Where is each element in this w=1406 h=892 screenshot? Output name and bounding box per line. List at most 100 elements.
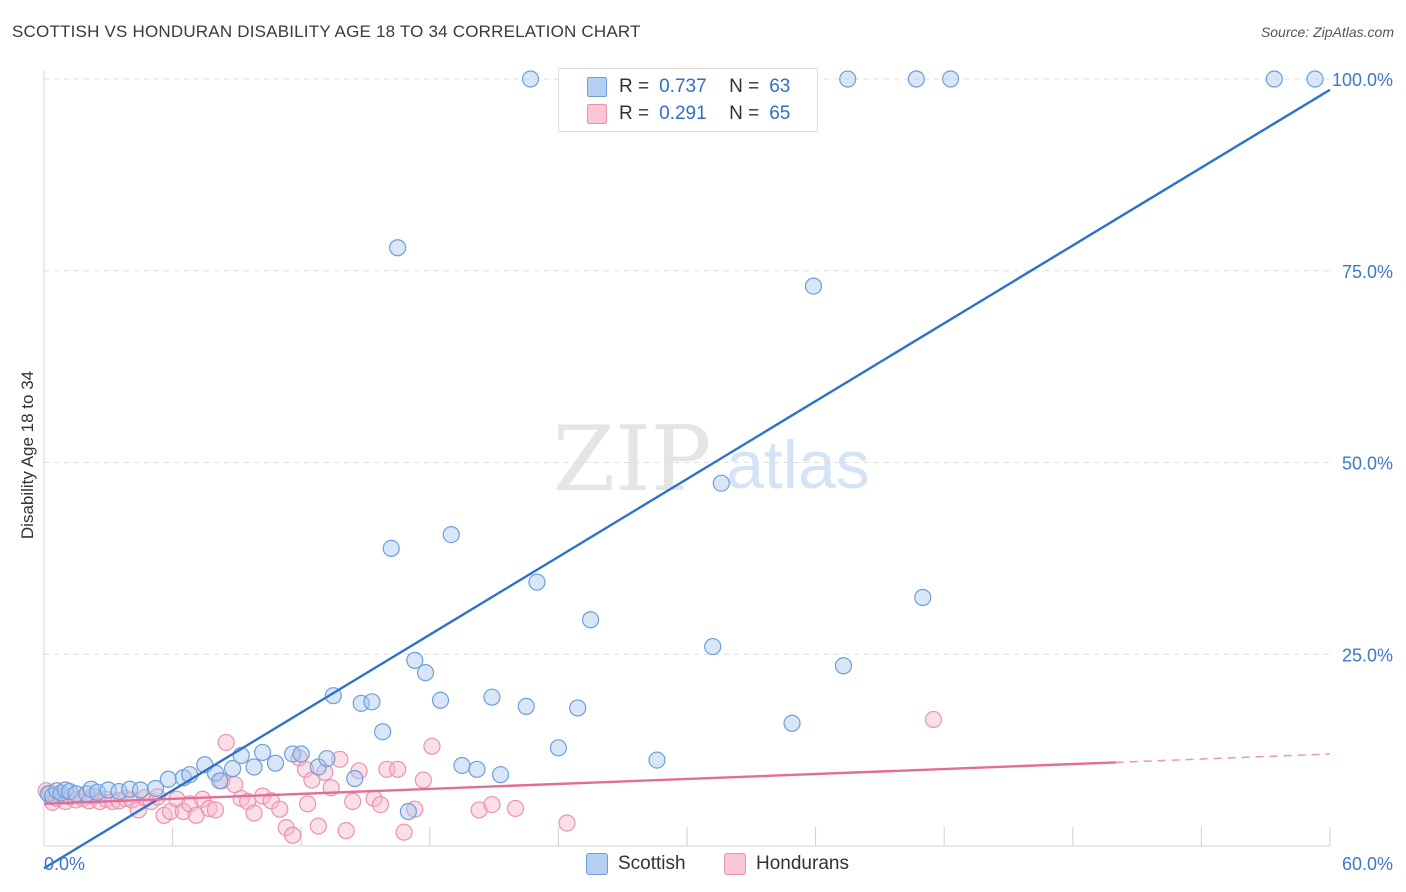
watermark-atlas: atlas [726, 427, 870, 503]
legend-r-value: 0.737 [659, 76, 707, 97]
chart-title: SCOTTISH VS HONDURAN DISABILITY AGE 18 T… [12, 22, 641, 41]
hondurans-point [271, 800, 289, 818]
hondurans-point [423, 737, 441, 755]
hondurans-point [344, 792, 362, 811]
scottish-point [468, 760, 486, 778]
hondurans-point [389, 760, 407, 778]
hondurans-point [414, 771, 432, 789]
hondurans-trend-extension [1115, 753, 1331, 764]
scottish-point [363, 693, 381, 711]
scottish-point [521, 70, 540, 88]
scottish-point [99, 781, 117, 799]
legend-n-value: 63 [769, 76, 791, 97]
legend-n-label: N = [729, 103, 760, 124]
scottish-point [416, 664, 435, 682]
scottish-point [581, 611, 600, 629]
axes [43, 70, 1331, 847]
scottish-point [254, 743, 272, 762]
hondurans-point [200, 799, 218, 818]
hondurans-point [470, 801, 488, 819]
scottish-points [39, 70, 1324, 821]
hondurans-point [299, 795, 317, 813]
hondurans-point [309, 817, 327, 835]
scottish-point [453, 756, 471, 775]
hondurans-point [506, 799, 525, 818]
scottish-point [907, 70, 925, 88]
grid [44, 78, 1330, 655]
scottish-point [352, 694, 370, 712]
hondurans-point [217, 733, 235, 752]
scottish-point [346, 769, 364, 788]
scottish-point [704, 637, 722, 656]
scottish-point [549, 739, 568, 757]
hondurans-point [284, 826, 302, 844]
hondurans-swatch [587, 104, 607, 124]
y-tick-label: 25.0% [1342, 645, 1393, 665]
scottish-point [942, 70, 960, 88]
x-tick-label: 0.0% [44, 854, 85, 874]
hondurans-legend-label: Hondurans [756, 853, 849, 874]
scottish-point [406, 651, 424, 669]
scottish-point [389, 239, 407, 257]
scottish-point [483, 688, 501, 706]
scottish-point [131, 781, 150, 799]
scottish-point [245, 758, 263, 776]
scottish-point [834, 657, 853, 675]
legend-row-scottish: R = 0.737 N = 63 [587, 74, 790, 100]
hondurans-point [206, 801, 225, 819]
legend-n-label: N = [729, 76, 760, 97]
scottish-point [783, 714, 801, 732]
scottish-point [431, 691, 450, 709]
hondurans-point [395, 823, 413, 841]
hondurans-point [245, 804, 263, 822]
scottish-point [914, 588, 932, 607]
scottish-trend-line [43, 88, 1331, 870]
scottish-point [569, 699, 587, 717]
scottish-point [110, 782, 128, 801]
scottish-point [442, 525, 460, 544]
scottish-point [517, 697, 535, 716]
source-label: Source: ZipAtlas.com [1260, 24, 1394, 40]
scottish-point [712, 474, 730, 492]
scottish-legend-label: Scottish [618, 853, 686, 874]
y-tick-label: 75.0% [1342, 262, 1393, 282]
legend-n-value: 65 [769, 103, 791, 124]
scottish-point [374, 723, 392, 741]
y-tick-label: 100.0% [1332, 70, 1393, 90]
scottish-point [88, 783, 107, 801]
bottom-legend-scottish: Scottish [586, 852, 686, 876]
scottish-point [382, 539, 400, 558]
scottish-legend-swatch [586, 853, 608, 875]
scottish-point [1306, 70, 1324, 88]
scottish-point [648, 751, 666, 769]
scottish-point [211, 772, 229, 790]
hondurans-point [371, 795, 390, 814]
hondurans-points [37, 710, 943, 844]
hondurans-point [558, 814, 576, 832]
hondurans-trend-line [43, 761, 1116, 806]
legend-r-value: 0.291 [659, 103, 707, 124]
scottish-point [839, 70, 857, 88]
x-tick-label: 60.0% [1342, 854, 1393, 874]
hondurans-point [116, 789, 135, 808]
hondurans-point [194, 790, 212, 808]
trend-lines [43, 88, 1331, 870]
scottish-point [266, 754, 285, 772]
watermark-zip: ZIP [553, 407, 712, 512]
scottish-point [292, 745, 310, 763]
scottish-point [146, 779, 165, 798]
legend-row-hondurans: R = 0.291 N = 65 [587, 101, 790, 127]
hondurans-legend-swatch [724, 853, 746, 875]
scottish-point [399, 802, 417, 821]
scottish-swatch [587, 77, 607, 97]
legend-r-label: R = [619, 76, 650, 97]
scottish-point [528, 573, 546, 591]
hondurans-point [924, 710, 943, 729]
legend-r-label: R = [619, 103, 650, 124]
scottish-point [804, 277, 823, 295]
tick-labels: 25.0% 50.0% 75.0% 100.0% 0.0% 60.0% [44, 70, 1393, 874]
scottish-point [318, 749, 336, 768]
scottish-point [491, 766, 510, 784]
correlation-legend: R = 0.737 N = 63 R = 0.291 N = 65 [558, 68, 818, 132]
